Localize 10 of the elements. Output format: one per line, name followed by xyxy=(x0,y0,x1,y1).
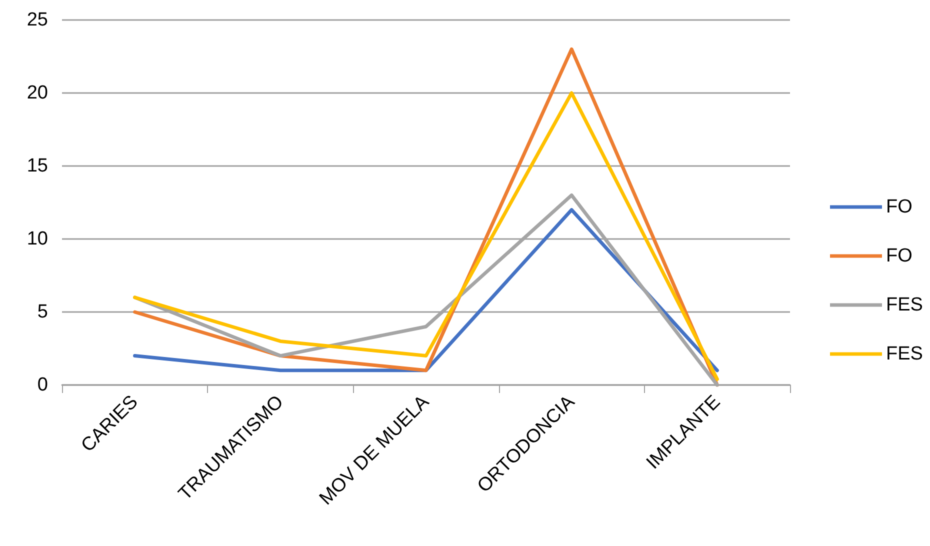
y-tick-label: 10 xyxy=(26,228,48,250)
legend-label: FES xyxy=(886,344,923,364)
y-tick-label: 0 xyxy=(37,374,48,396)
y-tick-label: 15 xyxy=(26,156,48,176)
legend-label: FES xyxy=(886,294,923,316)
y-tick-label: 5 xyxy=(37,302,48,322)
legend-label: FO xyxy=(886,196,912,218)
legend-label: FO xyxy=(886,246,912,266)
y-tick-label: 25 xyxy=(26,10,48,30)
y-tick-label: 20 xyxy=(26,82,48,104)
